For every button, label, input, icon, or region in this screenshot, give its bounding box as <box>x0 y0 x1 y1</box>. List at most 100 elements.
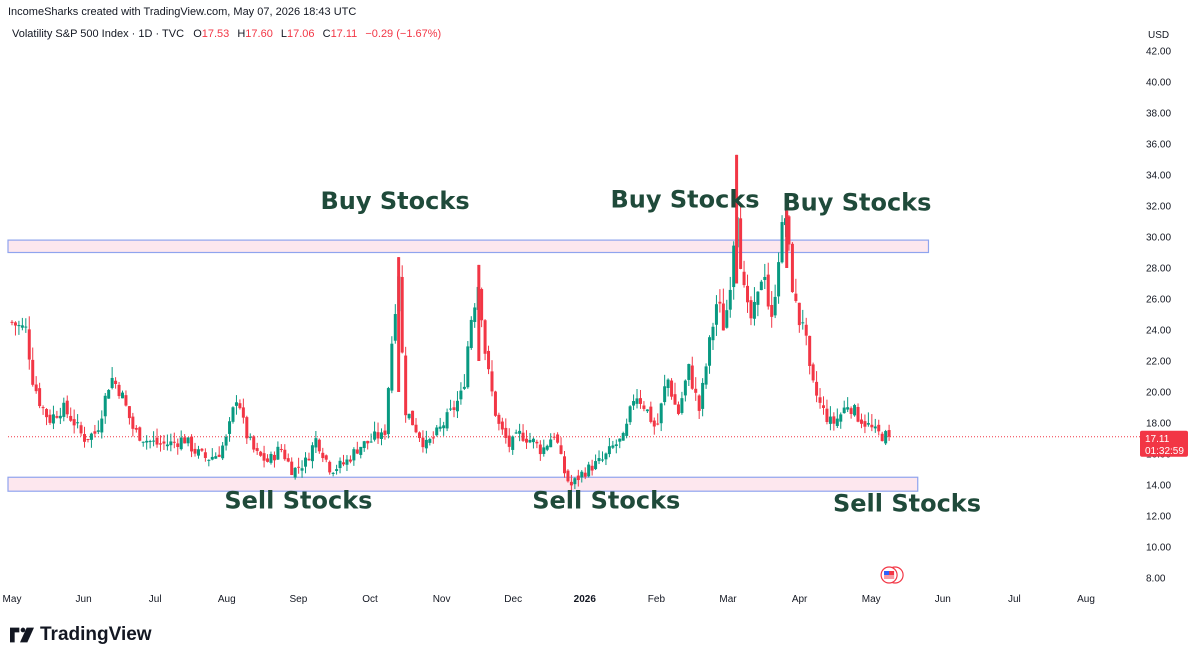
candle-body <box>186 437 190 444</box>
candle-body <box>31 359 35 385</box>
candle-body <box>421 437 425 448</box>
candle-body <box>345 459 349 465</box>
annotation-text[interactable]: Sell Stocks <box>833 489 981 517</box>
x-tick-label: Oct <box>362 594 378 605</box>
y-tick-label: 28.00 <box>1146 264 1171 275</box>
sell-zone[interactable] <box>7 476 919 492</box>
candle-body <box>697 395 701 411</box>
y-tick-label: 34.00 <box>1146 171 1171 182</box>
candle-body <box>38 388 42 407</box>
candle-body <box>459 390 463 400</box>
y-tick-label: 38.00 <box>1146 109 1171 120</box>
candle-body <box>431 437 435 439</box>
candle-body <box>397 257 401 392</box>
symbol-legend: Volatility S&P 500 Index · 1D · TVC O 17.… <box>12 28 441 40</box>
candle-body <box>352 449 356 461</box>
high-value: 17.60 <box>245 28 273 40</box>
candle-body <box>117 384 121 397</box>
x-tick-label: Jul <box>1008 594 1021 605</box>
candle-body <box>338 460 342 469</box>
us-flag-event-icon[interactable] <box>880 566 904 584</box>
candle-body <box>411 410 415 426</box>
candle-body <box>808 335 812 366</box>
candle-body <box>856 406 860 422</box>
y-tick-label: 10.00 <box>1146 543 1171 554</box>
candle-body <box>369 441 373 443</box>
y-tick-label: 18.00 <box>1146 419 1171 430</box>
low-label: L <box>280 28 288 40</box>
candle-body <box>93 431 97 434</box>
buy-zone[interactable] <box>7 239 930 254</box>
candle-body <box>193 448 197 454</box>
annotation-text[interactable]: Buy Stocks <box>321 187 470 215</box>
candle-body <box>238 403 242 409</box>
x-tick-label: Aug <box>1077 594 1095 605</box>
candle-body <box>638 398 642 404</box>
candle-body <box>870 424 874 428</box>
annotation-text[interactable]: Sell Stocks <box>532 486 680 514</box>
candle-body <box>165 444 169 447</box>
last-price-badge: 17.11 01:32:59 <box>1140 430 1188 457</box>
x-tick-label: Mar <box>719 594 737 605</box>
candle-body <box>732 245 736 288</box>
candle-body <box>355 449 359 454</box>
candle-body <box>759 281 763 291</box>
candle-body <box>590 465 594 471</box>
candle-body <box>628 406 632 423</box>
candle-body <box>224 436 228 446</box>
candle-body <box>863 421 867 427</box>
candle-body <box>842 407 846 414</box>
candle-body <box>55 416 59 418</box>
candle-body <box>576 475 580 481</box>
candle-body <box>152 440 156 442</box>
candle-body <box>531 438 535 443</box>
high-label: H <box>237 28 246 40</box>
attribution-text: IncomeSharks created with TradingView.co… <box>8 6 357 18</box>
candle-body <box>873 426 877 429</box>
candle-body <box>383 430 387 435</box>
tradingview-logo[interactable]: TradingView <box>10 624 152 646</box>
candle-body <box>45 409 49 418</box>
candle-body <box>749 300 753 319</box>
x-tick-label: Dec <box>504 594 522 605</box>
low-value: 17.06 <box>287 28 315 40</box>
candle-body <box>331 472 335 474</box>
candle-body <box>694 388 698 393</box>
candle-body <box>477 264 481 361</box>
change-value: −0.29 (−1.67%) <box>365 28 442 40</box>
candle-body <box>335 469 339 471</box>
candle-body <box>107 390 111 399</box>
open-label: O <box>193 28 202 40</box>
candle-body <box>614 444 618 447</box>
annotation-text[interactable]: Buy Stocks <box>782 189 931 217</box>
candle-body <box>69 415 73 421</box>
candle-body <box>248 436 252 438</box>
candle-body <box>221 445 225 459</box>
candle-body <box>563 456 567 474</box>
x-tick-label: Nov <box>433 594 451 605</box>
candle-body <box>462 386 466 389</box>
y-tick-label: 42.00 <box>1146 47 1171 58</box>
candle-body <box>718 301 722 304</box>
candle-body <box>785 210 789 268</box>
candle-body <box>866 423 870 425</box>
candle-body <box>687 364 691 380</box>
candle-body <box>504 427 508 438</box>
y-tick-label: 20.00 <box>1146 388 1171 399</box>
candle-body <box>607 446 611 455</box>
annotation-text[interactable]: Buy Stocks <box>610 186 759 214</box>
symbol-name: Volatility S&P 500 Index · 1D · TVC <box>12 28 185 40</box>
candle-body <box>632 401 636 406</box>
candle-body <box>41 407 45 409</box>
candle-body <box>134 427 138 430</box>
y-tick-label: 36.00 <box>1146 140 1171 151</box>
candle-body <box>324 455 328 460</box>
candle-body <box>556 434 560 443</box>
x-tick-label: Jul <box>149 594 162 605</box>
annotation-text[interactable]: Sell Stocks <box>224 486 372 514</box>
candle-body <box>200 448 204 451</box>
candle-body <box>676 404 680 414</box>
candle-body <box>121 392 125 399</box>
candle-body <box>690 365 694 389</box>
